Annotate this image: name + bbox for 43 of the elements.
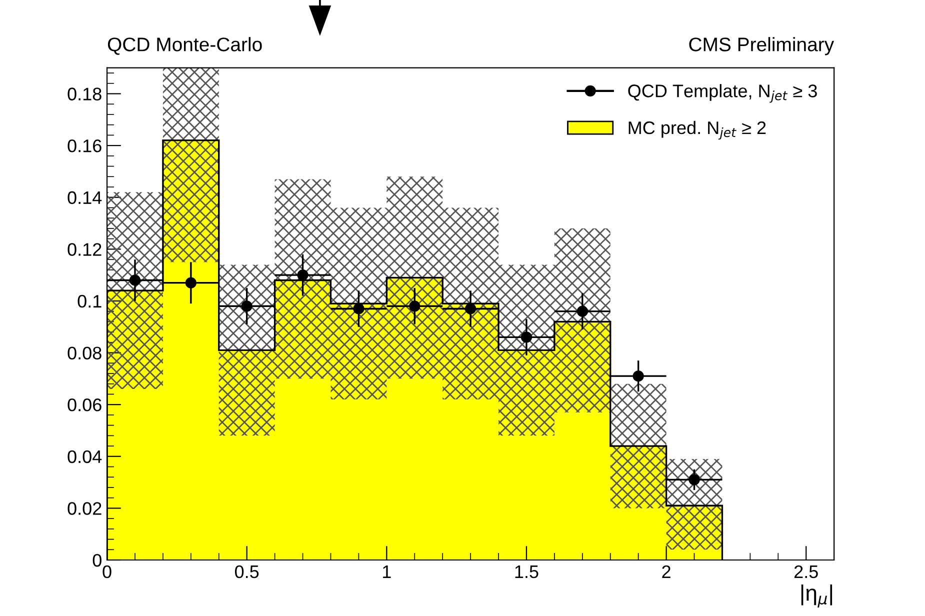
bar: [610, 384, 666, 508]
legend-label: QCD Template, N$_{jet}$ ≥ 3: [628, 84, 817, 103]
y-tick-label: 0.1: [78, 294, 102, 308]
chart-subtitle: CMS Preliminary: [689, 37, 834, 56]
x-tick-label: 1.5: [515, 566, 538, 578]
point: [241, 300, 252, 312]
bar: [330, 208, 387, 400]
bar: [218, 264, 275, 436]
x-tick-label: 2.5: [794, 565, 818, 578]
y-tick-label: 0.06: [68, 398, 102, 412]
y-tick-label: 0.12: [68, 243, 102, 256]
bar: [554, 228, 610, 412]
point: [688, 474, 700, 486]
y-tick-label: 0.02: [68, 502, 102, 515]
point: [409, 300, 420, 312]
bar: [442, 208, 499, 400]
y-tick-label: 0.16: [68, 139, 102, 152]
y-tick-label: 0: [92, 554, 102, 567]
point: [297, 270, 308, 281]
x-tick-label: 2: [662, 565, 670, 578]
y-tick-label: 0.08: [68, 346, 102, 360]
legend-label: MC pred. N$_{jet}$ ≥ 2: [628, 120, 766, 140]
bar: [498, 264, 554, 436]
point: [129, 274, 141, 286]
bar: [666, 458, 722, 550]
x-tick-label: 0: [102, 565, 112, 578]
chart-title: QCD Monte-Carlo: [108, 37, 262, 55]
bar: [274, 179, 331, 379]
point: [185, 277, 196, 288]
point: [632, 370, 644, 382]
bar: [107, 192, 163, 390]
bar: [162, 68, 219, 262]
point: [520, 332, 532, 343]
point: [464, 303, 476, 314]
bar: [386, 176, 443, 379]
x-tick-label: 0.5: [234, 565, 259, 578]
y-tick-label: 0.18: [68, 88, 102, 100]
point: [353, 303, 364, 314]
point: [576, 306, 588, 317]
y-tick-label: 0.04: [68, 450, 102, 464]
x-tick-label: 1: [383, 566, 391, 578]
y-tick-label: 0.14: [68, 191, 102, 204]
x-axis-title: |η$_{μ}$|: [801, 584, 832, 608]
